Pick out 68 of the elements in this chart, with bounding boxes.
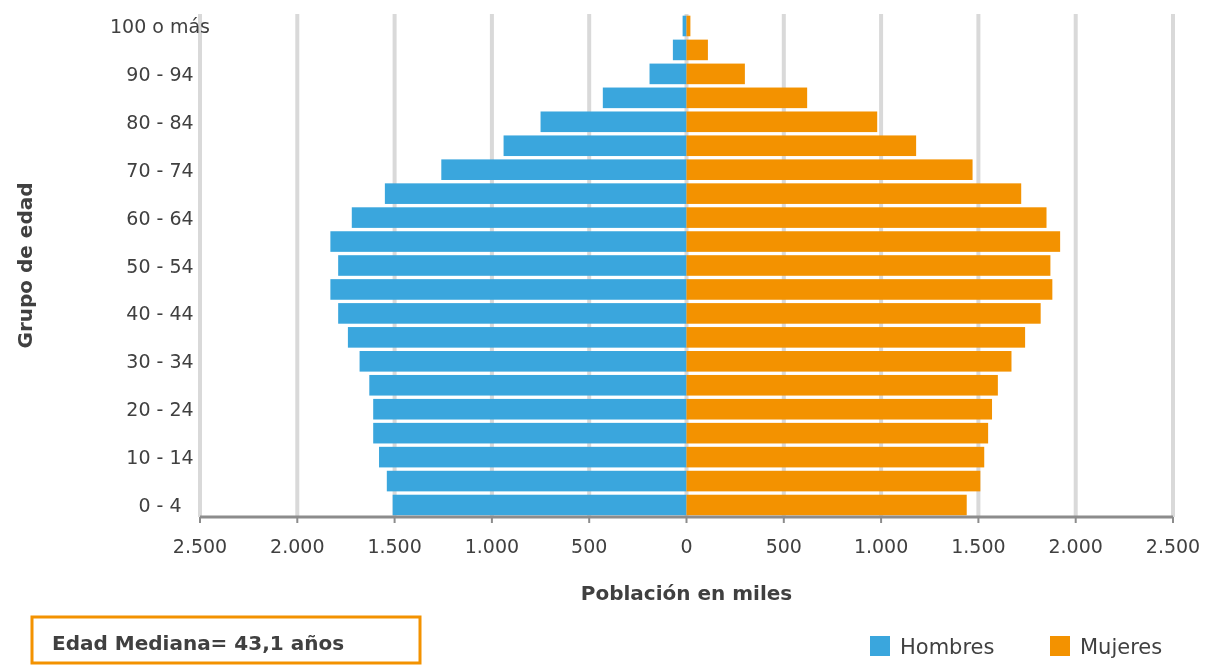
bar <box>602 87 687 109</box>
text: Edad Mediana= 43,1 años <box>52 631 345 655</box>
bar <box>686 470 981 492</box>
legend-label: Hombres <box>900 635 995 659</box>
y-tick-label: 40 - 44 <box>126 302 194 325</box>
x-axis-title: Población en miles <box>580 581 793 605</box>
bar <box>441 159 687 180</box>
x-tick-label: 2.500 <box>172 535 228 557</box>
bar <box>686 303 1041 324</box>
bar <box>686 351 1012 372</box>
x-tick-label: 1.500 <box>951 535 1006 557</box>
x-tick-label: 500 <box>765 535 802 557</box>
x-tick-label: 500 <box>571 535 608 557</box>
bar <box>540 111 687 133</box>
y-tick-label: 90 - 94 <box>126 62 194 85</box>
bar <box>373 398 687 420</box>
bar <box>686 255 1051 276</box>
bar <box>686 422 989 444</box>
bar <box>330 231 687 252</box>
bar <box>503 135 687 157</box>
bar <box>359 351 687 372</box>
bar <box>686 207 1047 228</box>
bar <box>351 207 687 228</box>
y-tick-label: 100 o más <box>109 14 211 37</box>
bar <box>686 494 967 516</box>
bar <box>379 446 687 468</box>
y-tick-label: 10 - 14 <box>126 446 194 469</box>
bar <box>686 279 1053 300</box>
x-tick-label: 2.500 <box>1145 535 1201 557</box>
y-tick-label: 20 - 24 <box>126 398 194 421</box>
bar <box>682 15 687 37</box>
bar <box>369 374 687 396</box>
y-tick-label: 30 - 34 <box>126 350 194 373</box>
bar <box>686 135 917 157</box>
legend-label: Mujeres <box>1080 635 1163 659</box>
x-tick-label: 1.000 <box>464 535 520 557</box>
bar <box>373 422 687 444</box>
x-tick-label: 1.000 <box>853 535 909 557</box>
bar <box>686 398 993 420</box>
bar <box>686 231 1061 252</box>
bar <box>338 255 687 276</box>
bar <box>330 279 687 300</box>
y-tick-label: 70 - 74 <box>126 158 194 181</box>
bar <box>672 39 687 61</box>
x-tick-label: 1.500 <box>367 535 422 557</box>
x-tick-label: 2.000 <box>1048 535 1103 557</box>
y-tick-label: 0 - 4 <box>138 494 182 517</box>
bar <box>686 159 973 180</box>
bar <box>347 327 687 348</box>
x-tick-label: 0 <box>680 535 693 557</box>
bar <box>686 63 745 85</box>
bar <box>686 183 1022 204</box>
bar <box>649 63 687 85</box>
bar <box>686 111 878 133</box>
y-tick-label: 60 - 64 <box>126 206 194 229</box>
bar <box>686 374 998 396</box>
bar <box>392 494 687 516</box>
bar <box>384 183 687 204</box>
y-tick-label: 50 - 54 <box>126 254 194 277</box>
bar <box>686 39 708 61</box>
bar <box>686 327 1026 348</box>
bar <box>338 303 687 324</box>
y-axis-title: Grupo de edad <box>13 182 37 349</box>
bar <box>686 446 985 468</box>
bar <box>686 87 808 109</box>
bar <box>386 470 687 492</box>
y-tick-label: 80 - 84 <box>126 110 194 133</box>
x-tick-label: 2.000 <box>270 535 325 557</box>
